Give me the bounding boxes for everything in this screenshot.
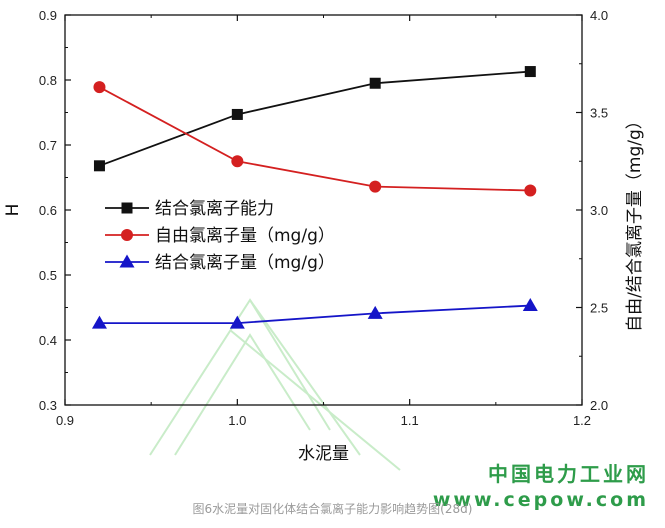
- y-axis-right-label: 自由/结合氯离子量（mg/g）: [625, 112, 645, 332]
- site-url: www.cepow.com: [432, 489, 649, 511]
- legend-label-1: 结合氯离子能力: [155, 199, 274, 219]
- series-1-point: [231, 108, 243, 120]
- series-2-point: [524, 184, 537, 197]
- legend-marker-1: [121, 202, 133, 214]
- legend-label-2: 自由氯离子量（mg/g）: [155, 226, 335, 246]
- series-1-point: [524, 66, 536, 78]
- y-right-tick-label: 2.5: [590, 301, 608, 316]
- x-tick-label: 1.0: [228, 413, 246, 428]
- y-right-tick-label: 3.5: [590, 106, 608, 121]
- y-right-tick-label: 2.0: [590, 398, 608, 413]
- legend-marker-2: [121, 229, 133, 241]
- y-left-tick-label: 0.3: [39, 398, 57, 413]
- series-line-2: [99, 86, 531, 192]
- y-left-tick-label: 0.9: [39, 8, 57, 23]
- series-line-3: [99, 304, 531, 325]
- legend-label-3: 结合氯离子量（mg/g）: [155, 253, 335, 273]
- series-layer: [91, 66, 538, 329]
- watermark-graphic: [149, 298, 401, 471]
- site-name: 中国电力工业网: [488, 462, 649, 486]
- series-1-point: [369, 77, 381, 89]
- y-left-tick-label: 0.5: [39, 268, 57, 283]
- x-tick-label: 1.2: [573, 413, 591, 428]
- axes: 0.9 1.0 1.1 1.2 0.3 0.4 0.5 0.6 0.7 0.8 0.9 2.0 2.5 3…: [39, 8, 608, 428]
- series-2-point: [93, 81, 106, 94]
- y-axis-left-label: H: [3, 204, 23, 217]
- series-3-point: [522, 298, 538, 312]
- legend-marker-3: [119, 254, 135, 268]
- series-2-point: [369, 180, 382, 193]
- y-left-tick-label: 0.7: [39, 138, 57, 153]
- figure-caption: 图6水泥量对固化体结合氯离子能力影响趋势图(28d): [192, 502, 473, 516]
- x-tick-label: 0.9: [56, 413, 74, 428]
- series-3-point: [91, 315, 107, 329]
- series-2-point: [231, 155, 244, 168]
- y-left-tick-label: 0.6: [39, 203, 57, 218]
- series-1-point: [93, 160, 105, 172]
- x-axis-label: 水泥量: [298, 444, 349, 464]
- site-watermark: 中国电力工业网 www.cepow.com: [433, 458, 649, 511]
- series-3-point: [367, 305, 383, 319]
- y-left-tick-label: 0.8: [39, 73, 57, 88]
- series-line-1: [99, 70, 531, 167]
- y-right-tick-label: 3.0: [590, 203, 608, 218]
- y-right-tick-label: 4.0: [590, 8, 608, 23]
- y-left-tick-label: 0.4: [39, 333, 57, 348]
- series-3-point: [229, 315, 245, 329]
- x-tick-label: 1.1: [401, 413, 419, 428]
